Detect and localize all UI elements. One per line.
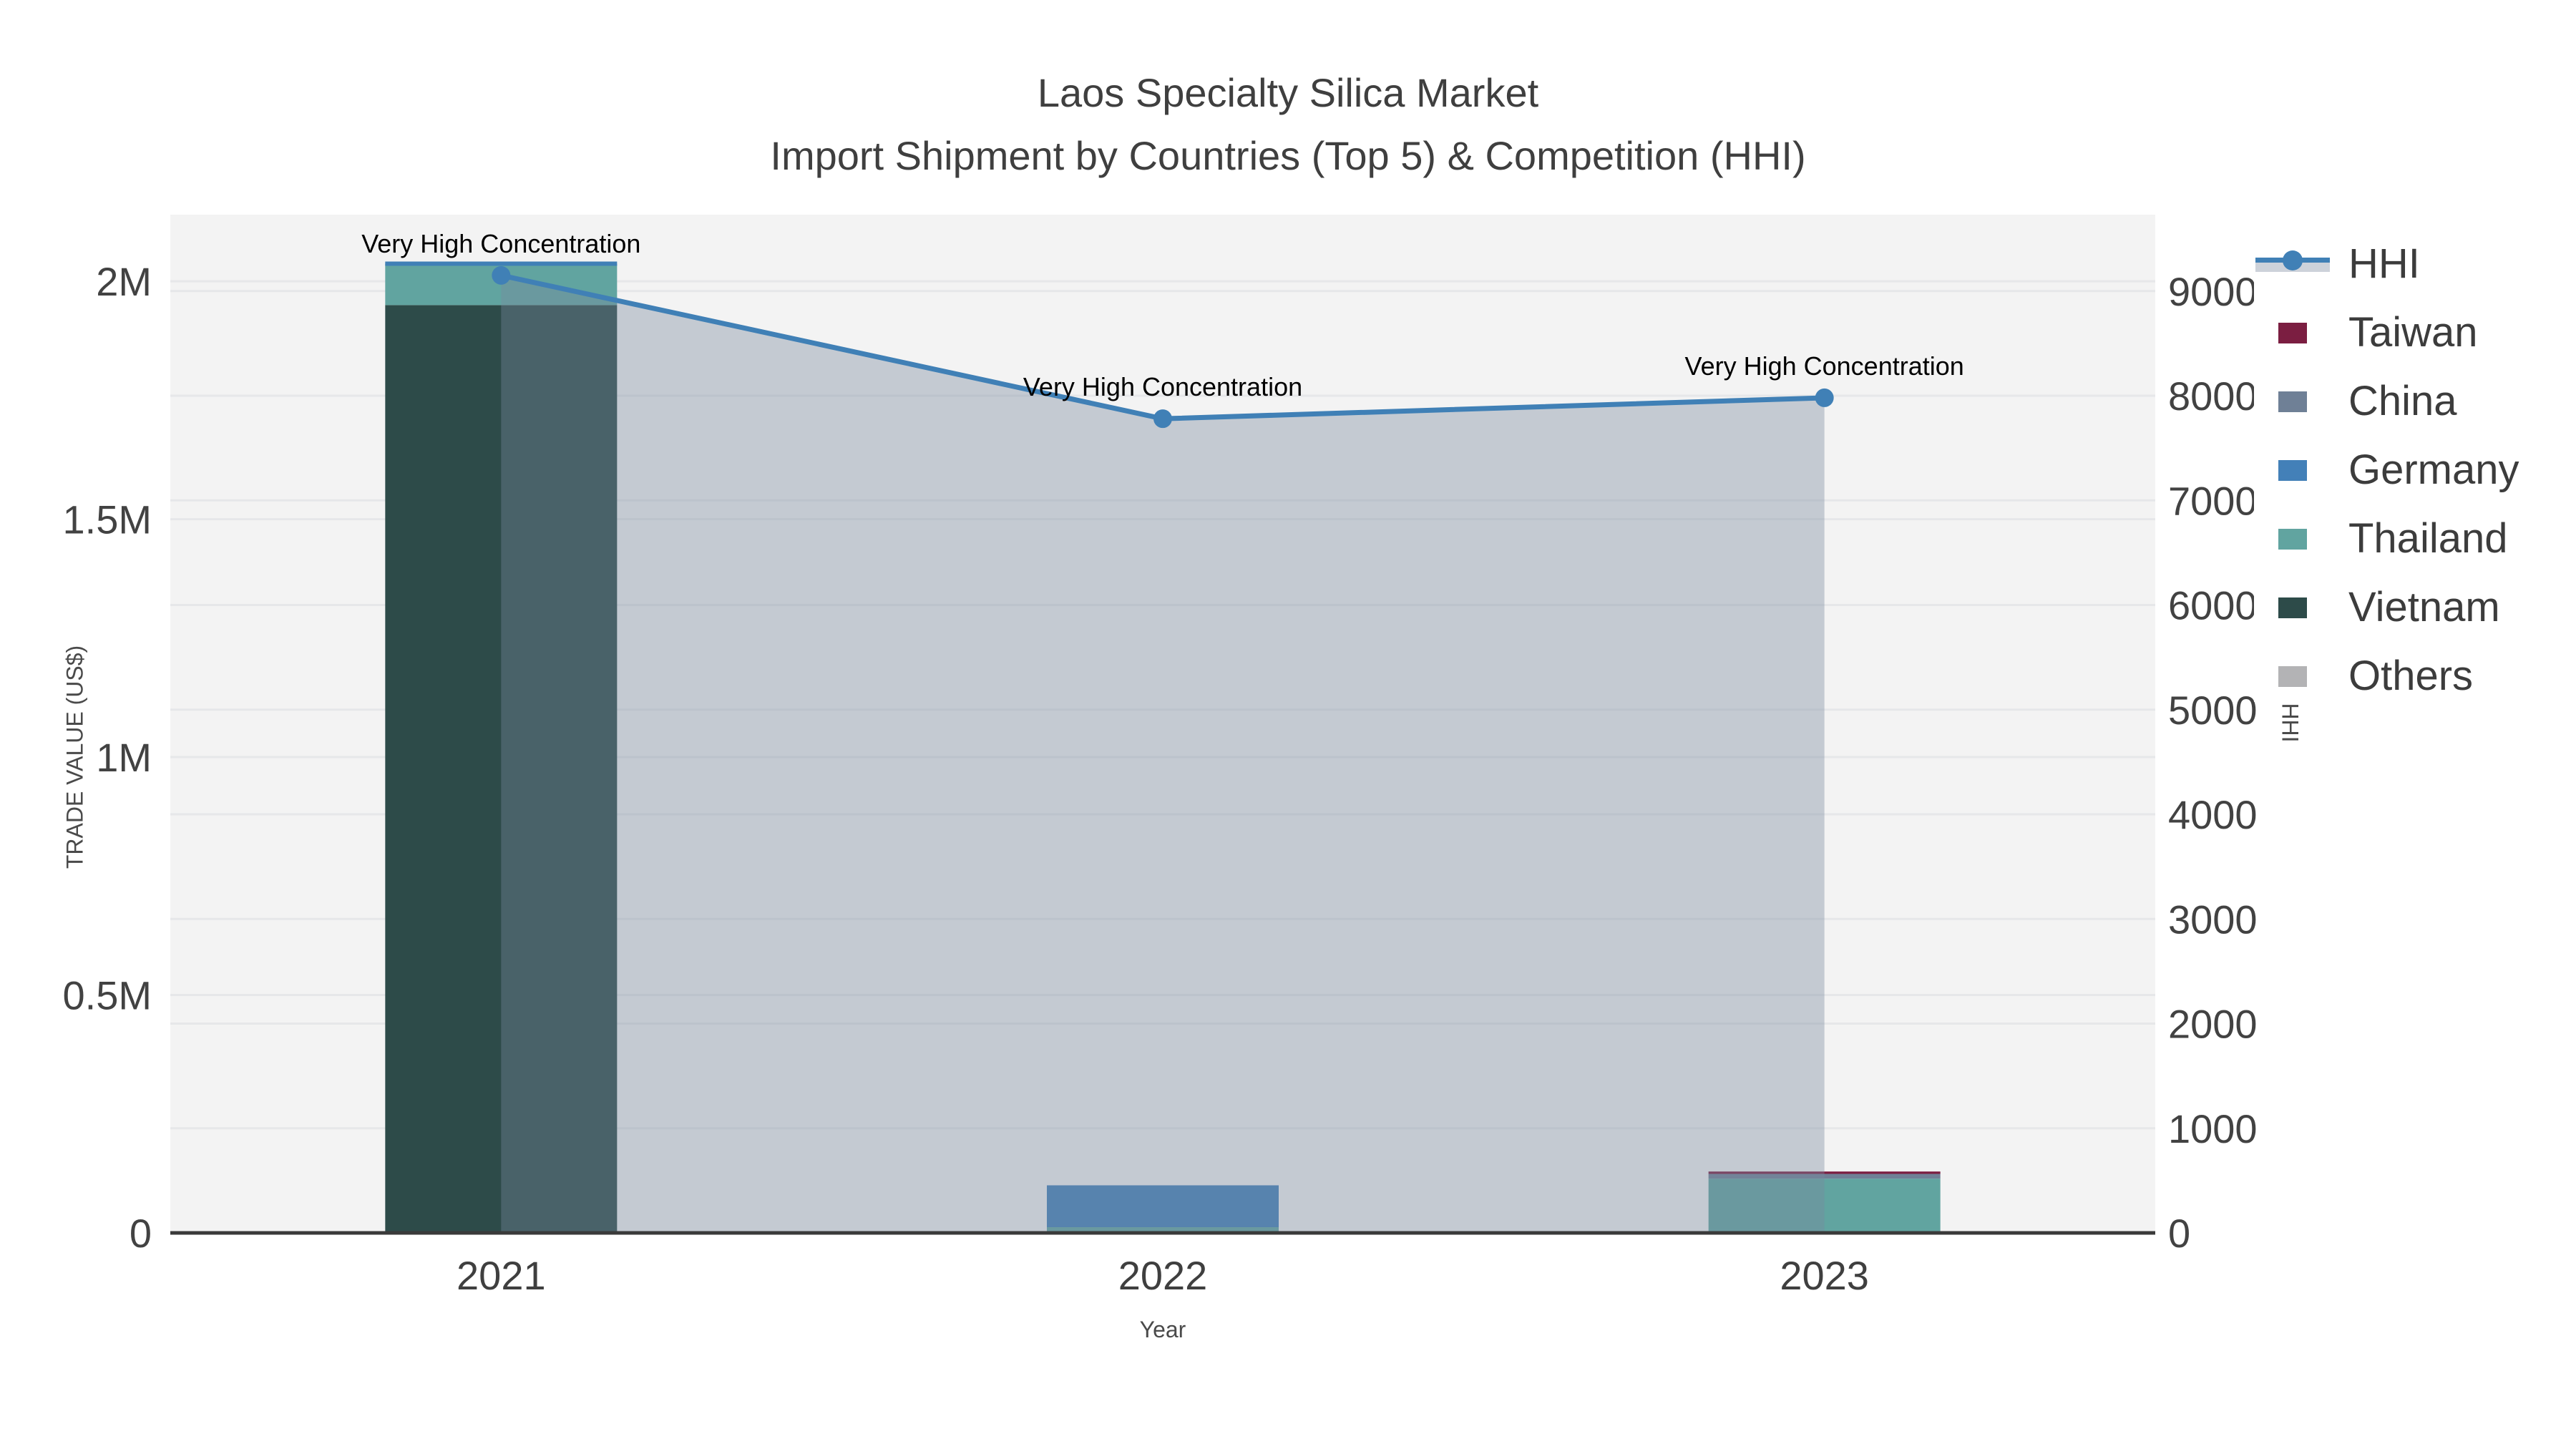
left-tick-label: 0: [130, 1211, 152, 1256]
legend-label: Germany: [2348, 447, 2519, 493]
hhi-legend-swatch: [2255, 250, 2330, 278]
chart-title-line2: Import Shipment by Countries (Top 5) & C…: [770, 133, 1806, 178]
others-swatch: [2278, 665, 2307, 687]
legend-label: Others: [2348, 653, 2474, 699]
annotation-label: Very High Concentration: [361, 229, 640, 258]
hhi-marker-swatch: [2283, 250, 2303, 270]
tick-labels: 0 0.5M 1M 1.5M 2M 0 1000 2000 3000 4000 5000 6000 70…: [63, 259, 2258, 1298]
thailand-swatch: [2278, 528, 2307, 550]
hhi-area: [501, 275, 1825, 1234]
left-tick-label: 2M: [96, 259, 152, 304]
x-tick-label: 2023: [1780, 1253, 1869, 1298]
annotation-label: Very High Concentration: [1023, 372, 1302, 401]
legend-item-taiwan[interactable]: Taiwan: [2255, 308, 2519, 357]
right-tick-label: 7000: [2168, 478, 2258, 523]
vietnam-swatch: [2278, 597, 2307, 618]
bar-segment-2023-thailand: [1708, 1179, 1941, 1233]
left-tick-label: 0.5M: [63, 973, 152, 1018]
legend-item-germany[interactable]: Germany: [2255, 446, 2519, 494]
legend-item-others[interactable]: Others: [2255, 652, 2519, 701]
x-tick-label: 2022: [1118, 1253, 1208, 1298]
right-tick-label: 4000: [2168, 792, 2258, 837]
x-axis-title: Year: [1139, 1317, 1186, 1342]
right-tick-label: 3000: [2168, 897, 2258, 942]
right-tick-label: 6000: [2168, 583, 2258, 628]
hhi-marker-2021: [492, 265, 511, 285]
bar-segment-2023-china: [1708, 1174, 1941, 1179]
bar-segment-2022-thailand: [1047, 1227, 1279, 1233]
legend: HHI Taiwan China Germany Thailand Vietna…: [2254, 238, 2524, 702]
legend-label: Taiwan: [2348, 309, 2478, 356]
bars: [385, 263, 1941, 1234]
x-tick-label: 2021: [457, 1253, 546, 1298]
left-tick-label: 1M: [96, 735, 152, 780]
legend-item-hhi[interactable]: HHI: [2255, 240, 2519, 288]
china-swatch: [2278, 391, 2307, 412]
legend-label: Vietnam: [2348, 584, 2500, 630]
hhi-marker-2023: [1815, 388, 1834, 407]
germany-swatch: [2278, 459, 2307, 481]
legend-label: HHI: [2348, 240, 2420, 287]
legend-label: China: [2348, 378, 2457, 424]
bar-segment-2021-vietnam: [385, 305, 618, 1234]
right-tick-label: 0: [2168, 1211, 2190, 1256]
legend-item-china[interactable]: China: [2255, 377, 2519, 426]
annotation-label: Very High Concentration: [1685, 351, 1964, 381]
legend-label: Thailand: [2348, 515, 2508, 562]
chart-title-line1: Laos Specialty Silica Market: [1037, 70, 1539, 115]
bar-segment-2023-taiwan: [1708, 1171, 1941, 1174]
right-tick-label: 8000: [2168, 374, 2258, 419]
left-axis-title: TRADE VALUE (US$): [62, 645, 88, 869]
taiwan-swatch: [2278, 322, 2307, 343]
right-tick-label: 9000: [2168, 269, 2258, 314]
right-axis-title: HHI: [2277, 703, 2303, 743]
right-tick-label: 1000: [2168, 1106, 2258, 1151]
right-tick-label: 5000: [2168, 688, 2258, 733]
legend-item-thailand[interactable]: Thailand: [2255, 514, 2519, 563]
bar-segment-2022-germany: [1047, 1185, 1279, 1228]
hhi-marker-2022: [1153, 409, 1172, 429]
left-tick-label: 1.5M: [63, 497, 152, 542]
legend-item-vietnam[interactable]: Vietnam: [2255, 583, 2519, 632]
right-tick-label: 2000: [2168, 1002, 2258, 1047]
